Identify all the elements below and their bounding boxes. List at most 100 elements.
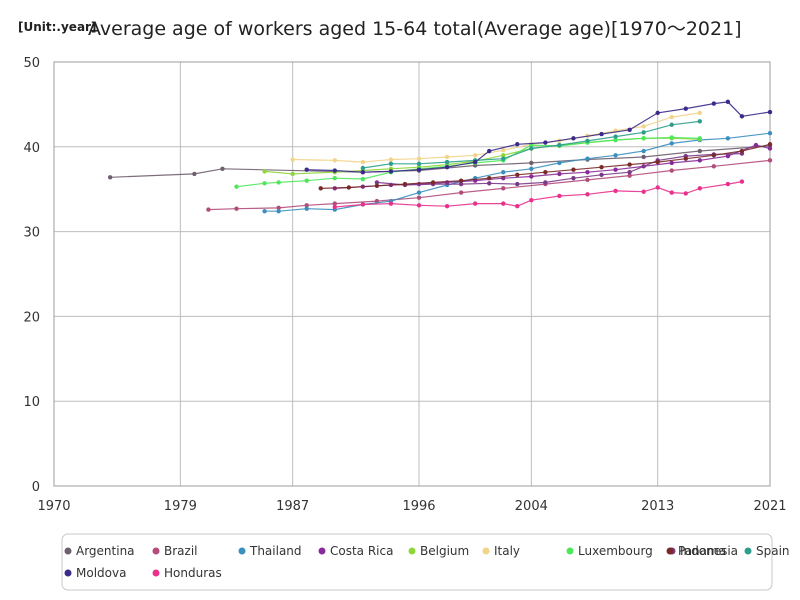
data-point bbox=[332, 201, 337, 206]
x-tick-label: 2013 bbox=[641, 499, 674, 514]
data-point bbox=[669, 122, 674, 127]
data-point bbox=[767, 146, 773, 151]
legend-label: Spain bbox=[756, 544, 790, 558]
data-point bbox=[655, 159, 660, 165]
legend-marker bbox=[666, 547, 674, 555]
data-point bbox=[416, 167, 422, 172]
legend-label: Brazil bbox=[164, 544, 198, 558]
data-point bbox=[515, 203, 520, 209]
data-point bbox=[529, 160, 534, 166]
data-point bbox=[444, 164, 450, 170]
x-tick-label: 1996 bbox=[402, 499, 435, 514]
legend-label: Belgium bbox=[420, 544, 469, 558]
data-point bbox=[192, 171, 197, 177]
data-point bbox=[416, 156, 422, 161]
data-point bbox=[276, 180, 281, 185]
data-point bbox=[585, 177, 590, 183]
data-point bbox=[501, 153, 506, 158]
data-point bbox=[669, 114, 674, 120]
data-point bbox=[388, 157, 394, 162]
data-point bbox=[725, 136, 731, 141]
data-point bbox=[416, 190, 422, 195]
data-point bbox=[262, 181, 267, 186]
data-point bbox=[697, 148, 703, 154]
data-point bbox=[472, 159, 478, 165]
data-point bbox=[669, 168, 674, 173]
data-point bbox=[585, 138, 590, 144]
data-point bbox=[529, 166, 534, 172]
data-point bbox=[360, 202, 366, 207]
data-point bbox=[487, 175, 492, 181]
y-tick-label: 30 bbox=[23, 226, 40, 241]
data-point bbox=[487, 148, 492, 154]
series-line bbox=[292, 112, 700, 163]
legend-label: Indonesia bbox=[680, 544, 738, 558]
data-point bbox=[332, 204, 337, 210]
data-point bbox=[767, 109, 773, 115]
data-point bbox=[346, 185, 352, 190]
data-point bbox=[641, 148, 646, 154]
legend-marker bbox=[64, 547, 72, 555]
data-point bbox=[767, 142, 773, 147]
data-point bbox=[416, 195, 422, 200]
data-point bbox=[220, 166, 225, 172]
data-point bbox=[543, 140, 548, 145]
chart-title: Average age of workers aged 15-64 total(… bbox=[88, 18, 742, 40]
legend-marker bbox=[318, 547, 326, 555]
data-point bbox=[332, 175, 337, 181]
data-point bbox=[107, 175, 113, 180]
data-point bbox=[669, 190, 674, 195]
legend-marker bbox=[152, 547, 160, 555]
data-point bbox=[501, 170, 506, 175]
legend-label: Thailand bbox=[249, 544, 302, 558]
data-point bbox=[360, 165, 366, 171]
data-point bbox=[458, 178, 464, 183]
data-point bbox=[374, 180, 380, 185]
y-tick-label: 10 bbox=[23, 395, 40, 410]
data-point bbox=[697, 119, 703, 124]
data-point bbox=[444, 154, 450, 160]
data-point bbox=[501, 186, 506, 191]
data-point bbox=[458, 190, 464, 195]
data-point bbox=[487, 181, 492, 186]
data-point bbox=[501, 156, 506, 161]
data-point bbox=[669, 135, 674, 140]
data-point bbox=[557, 142, 562, 148]
data-point bbox=[515, 172, 520, 177]
legend-label: Honduras bbox=[164, 566, 222, 580]
data-point bbox=[655, 110, 660, 116]
data-point bbox=[318, 186, 323, 191]
x-tick-label: 1987 bbox=[276, 499, 309, 514]
data-point bbox=[557, 171, 562, 177]
data-point bbox=[472, 201, 478, 206]
data-point bbox=[360, 159, 366, 165]
data-point bbox=[360, 176, 366, 182]
legend-marker bbox=[64, 569, 72, 577]
data-point bbox=[444, 159, 450, 165]
data-point bbox=[627, 162, 632, 167]
data-point bbox=[515, 142, 520, 147]
legend-marker bbox=[482, 547, 490, 555]
data-point bbox=[571, 175, 576, 181]
data-point bbox=[262, 209, 267, 214]
data-point bbox=[472, 153, 478, 158]
data-point bbox=[501, 147, 506, 153]
legend-label: Luxembourg bbox=[578, 544, 653, 558]
x-tick-label: 1979 bbox=[164, 499, 197, 514]
data-point bbox=[304, 203, 309, 208]
data-point bbox=[711, 164, 717, 169]
data-point bbox=[725, 153, 731, 159]
data-point bbox=[613, 167, 618, 172]
data-point bbox=[739, 148, 745, 154]
y-tick-label: 0 bbox=[32, 480, 40, 495]
data-point bbox=[416, 203, 422, 208]
x-tick-label: 2021 bbox=[753, 499, 786, 514]
data-point bbox=[767, 131, 773, 136]
data-point bbox=[641, 130, 646, 135]
data-point bbox=[374, 183, 380, 189]
data-point bbox=[697, 110, 703, 116]
legend-marker bbox=[238, 547, 246, 555]
data-point bbox=[697, 186, 703, 191]
data-point bbox=[613, 153, 618, 158]
